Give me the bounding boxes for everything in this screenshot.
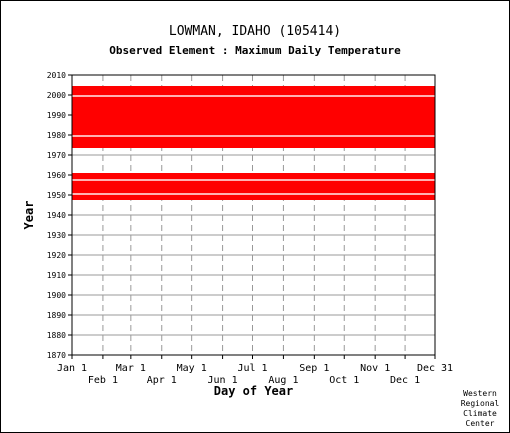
y-axis-label: Year [22, 201, 36, 230]
x-tick-label: Jan 1 [57, 363, 87, 374]
missing-year-gap [72, 135, 435, 137]
y-tick-label: 1890 [47, 311, 66, 320]
y-tick-label: 1960 [47, 171, 66, 180]
x-tick-label: Sep 1 [299, 363, 329, 374]
y-tick-label: 1930 [47, 231, 66, 240]
x-tick-label: Jun 1 [208, 375, 238, 386]
credit-line: Western [463, 389, 497, 398]
x-tick-label: May 1 [177, 363, 207, 374]
x-tick-label: Dec 31 [417, 363, 453, 374]
y-tick-label: 1900 [47, 291, 66, 300]
y-tick-label: 1950 [47, 191, 66, 200]
missing-year-gap [72, 95, 435, 97]
y-tick-label: 1970 [47, 151, 66, 160]
data-layer [72, 86, 435, 200]
x-tick-label: Dec 1 [390, 375, 420, 386]
credit-line: Climate [463, 409, 497, 418]
observed-period-bar [72, 173, 435, 200]
y-tick-label: 1980 [47, 131, 66, 140]
chart-title: LOWMAN, IDAHO (105414) [168, 24, 342, 39]
chart-subtitle: Observed Element : Maximum Daily Tempera… [109, 44, 401, 57]
x-tick-label: Oct 1 [329, 375, 359, 386]
x-tick-label: Aug 1 [268, 375, 298, 386]
y-tick-label: 1920 [47, 251, 66, 260]
y-tick-label: 2010 [47, 71, 66, 80]
missing-year-gap [72, 179, 435, 181]
x-tick-label: Mar 1 [116, 363, 146, 374]
credit-line: Center [465, 419, 495, 428]
tick-layer: 1870 1880 1890 1900 1910 1920 1930 1940 1950 1960… [47, 71, 453, 386]
x-tick-label: Apr 1 [147, 375, 177, 386]
missing-year-gap [72, 193, 435, 195]
y-tick-label: 1990 [47, 111, 66, 120]
credit-line: Regional [460, 399, 500, 408]
x-tick-label: Nov 1 [360, 363, 390, 374]
credit-block: Western Regional Climate Center [452, 389, 508, 429]
y-tick-label: 2000 [47, 91, 66, 100]
y-tick-label: 1870 [47, 351, 66, 360]
x-axis-label: Day of Year [214, 384, 293, 398]
x-tick-label: Jul 1 [237, 363, 267, 374]
y-tick-label: 1910 [47, 271, 66, 280]
y-tick-label: 1880 [47, 331, 66, 340]
y-tick-label: 1940 [47, 211, 66, 220]
x-tick-label: Feb 1 [88, 375, 118, 386]
